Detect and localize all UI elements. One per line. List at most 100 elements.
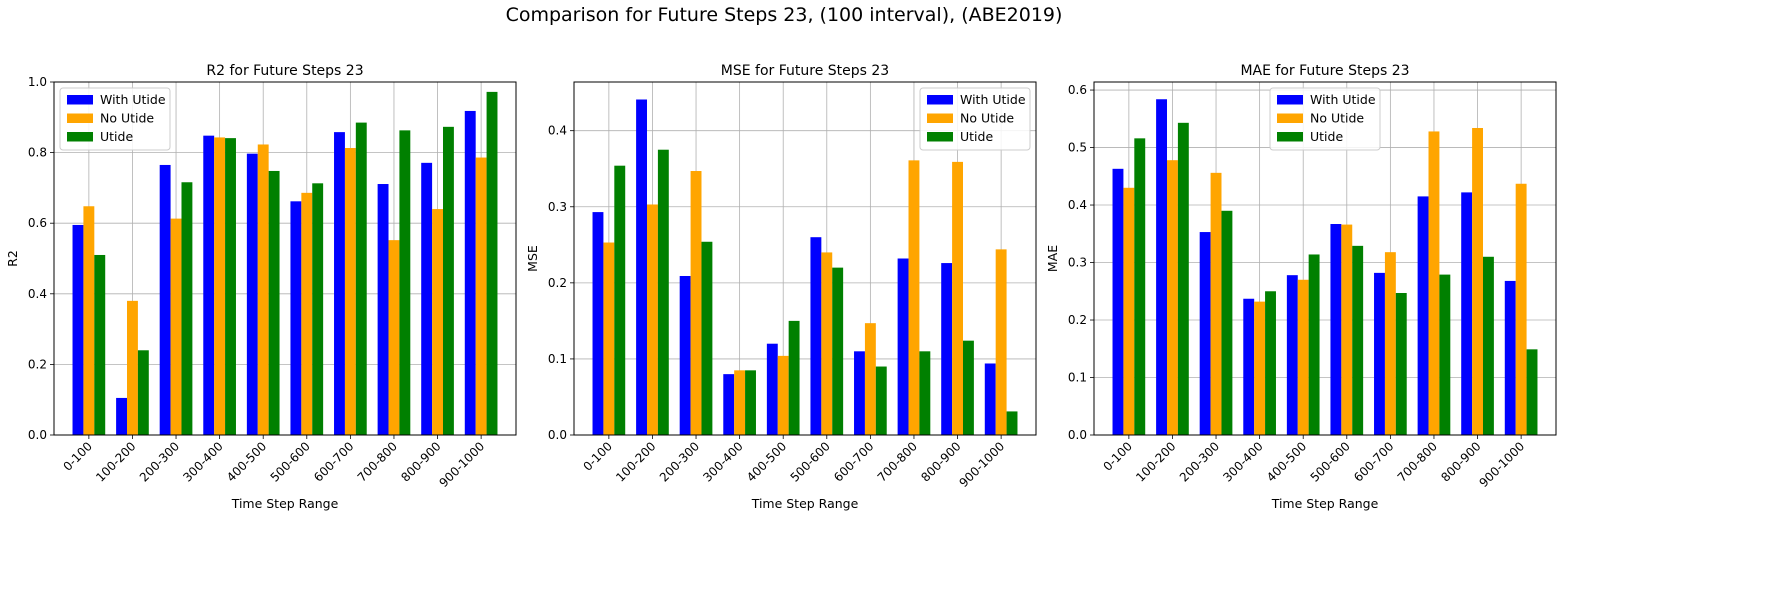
bar-with-utide bbox=[810, 237, 822, 435]
bar-no-utide bbox=[777, 355, 789, 435]
x-tick-label: 700-800 bbox=[875, 439, 920, 484]
bar-utide bbox=[442, 126, 454, 436]
y-tick-label: 0.4 bbox=[1068, 198, 1087, 212]
bar-no-utide bbox=[690, 171, 702, 435]
bar-no-utide bbox=[1515, 183, 1527, 435]
bar-with-utide bbox=[1374, 272, 1385, 435]
bar-with-utide bbox=[159, 164, 171, 435]
bar-utide bbox=[268, 170, 280, 435]
bar-with-utide bbox=[766, 343, 778, 435]
chart-title: R2 for Future Steps 23 bbox=[206, 63, 363, 79]
x-tick-label: 700-800 bbox=[1395, 439, 1440, 484]
bar-no-utide bbox=[734, 370, 746, 435]
bar-with-utide bbox=[116, 397, 128, 435]
x-tick-label: 500-600 bbox=[788, 439, 833, 484]
legend-label: No Utide bbox=[960, 111, 1014, 126]
bar-utide bbox=[94, 254, 106, 435]
legend: With Utide No Utide Utide bbox=[919, 87, 1031, 151]
legend: With Utide No Utide Utide bbox=[1269, 87, 1381, 151]
y-tick-label: 0.4 bbox=[548, 124, 567, 138]
x-tick-label: 800-900 bbox=[1438, 439, 1483, 484]
bar-utide bbox=[657, 149, 669, 435]
y-tick-label: 0.2 bbox=[548, 276, 567, 290]
bar-with-utide bbox=[941, 263, 953, 435]
x-tick-label: 600-700 bbox=[311, 439, 356, 484]
bar-with-utide bbox=[897, 258, 909, 435]
bar-utide bbox=[1265, 291, 1276, 435]
x-tick-label: 400-500 bbox=[1264, 439, 1309, 484]
y-tick-label: 0.3 bbox=[1068, 256, 1087, 270]
y-tick-label: 0.3 bbox=[548, 200, 567, 214]
y-tick-label: 0.0 bbox=[548, 428, 567, 442]
bar-no-utide bbox=[1472, 127, 1483, 436]
bar-with-utide bbox=[1417, 196, 1429, 435]
bar-utide bbox=[614, 165, 626, 435]
axes-frame bbox=[1093, 81, 1557, 436]
y-tick-label: 1.0 bbox=[28, 75, 47, 89]
bar-no-utide bbox=[214, 137, 226, 435]
bar-no-utide bbox=[864, 323, 876, 435]
bar-utide bbox=[225, 138, 236, 435]
bar-utide bbox=[1526, 349, 1538, 435]
bar-utide bbox=[1308, 254, 1320, 435]
bar-utide bbox=[962, 340, 974, 435]
legend-label: No Utide bbox=[100, 111, 154, 126]
x-tick-label: 0-100 bbox=[580, 439, 615, 474]
y-axis-label: MAE bbox=[1045, 245, 1060, 272]
bar-utide bbox=[1352, 245, 1364, 435]
bar-with-utide bbox=[1156, 99, 1168, 435]
y-tick-label: 0.1 bbox=[1068, 371, 1087, 385]
x-tick-label: 500-600 bbox=[268, 439, 313, 484]
legend-swatch bbox=[927, 113, 953, 123]
bar-utide bbox=[919, 351, 931, 435]
bar-no-utide bbox=[647, 204, 658, 435]
x-tick-label: 300-400 bbox=[700, 439, 745, 484]
bar-with-utide bbox=[377, 184, 389, 435]
x-tick-label: 200-300 bbox=[137, 439, 182, 484]
bar-utide bbox=[788, 320, 800, 435]
bar-no-utide bbox=[475, 157, 487, 436]
bar-with-utide bbox=[290, 201, 302, 435]
bar-utide bbox=[1439, 274, 1451, 435]
legend-swatch bbox=[927, 95, 953, 105]
x-tick-label: 900-1000 bbox=[1476, 439, 1527, 490]
bar-utide bbox=[1221, 210, 1233, 435]
x-tick-label: 600-700 bbox=[1351, 439, 1396, 484]
y-axis-label: MSE bbox=[525, 245, 540, 272]
bar-no-utide bbox=[1254, 301, 1266, 435]
x-tick-label: 800-900 bbox=[398, 439, 443, 484]
bar-no-utide bbox=[127, 300, 138, 435]
legend-swatch bbox=[1277, 113, 1303, 123]
x-tick-label: 200-300 bbox=[1177, 439, 1222, 484]
bar-utide bbox=[1177, 122, 1189, 436]
chart-title: MAE for Future Steps 23 bbox=[1240, 63, 1409, 79]
bar-with-utide bbox=[334, 132, 345, 435]
legend-label: With Utide bbox=[1310, 92, 1376, 107]
chart-3: 0.0 0.1 0.2 0.3 0.4 0.5 0.6 0-100100-200200-300… bbox=[1045, 63, 1557, 511]
y-tick-label: 0.0 bbox=[1068, 428, 1087, 442]
axes-frame bbox=[53, 81, 517, 436]
bar-no-utide bbox=[170, 218, 182, 435]
x-tick-label: 900-1000 bbox=[436, 439, 487, 490]
y-tick-label: 0.1 bbox=[548, 352, 567, 366]
bar-with-utide bbox=[421, 162, 433, 435]
x-tick-label: 400-500 bbox=[744, 439, 789, 484]
x-tick-label: 100-200 bbox=[613, 439, 658, 484]
bar-utide bbox=[355, 122, 367, 435]
legend-label: Utide bbox=[1310, 129, 1343, 144]
bar-with-utide bbox=[984, 363, 996, 435]
legend-swatch bbox=[67, 132, 93, 142]
bar-utide bbox=[1482, 256, 1494, 435]
y-tick-label: 0.8 bbox=[28, 146, 47, 160]
bar-with-utide bbox=[72, 224, 84, 435]
bar-with-utide bbox=[464, 110, 476, 436]
bar-utide bbox=[181, 182, 193, 435]
x-tick-label: 900-1000 bbox=[956, 439, 1007, 490]
legend-swatch bbox=[1277, 95, 1303, 105]
bar-no-utide bbox=[1341, 224, 1353, 435]
legend-label: With Utide bbox=[100, 92, 166, 107]
y-axis-label: R2 bbox=[5, 250, 20, 267]
bar-no-utide bbox=[388, 240, 400, 435]
x-axis-label: Time Step Range bbox=[231, 496, 339, 511]
bar-utide bbox=[745, 370, 756, 435]
